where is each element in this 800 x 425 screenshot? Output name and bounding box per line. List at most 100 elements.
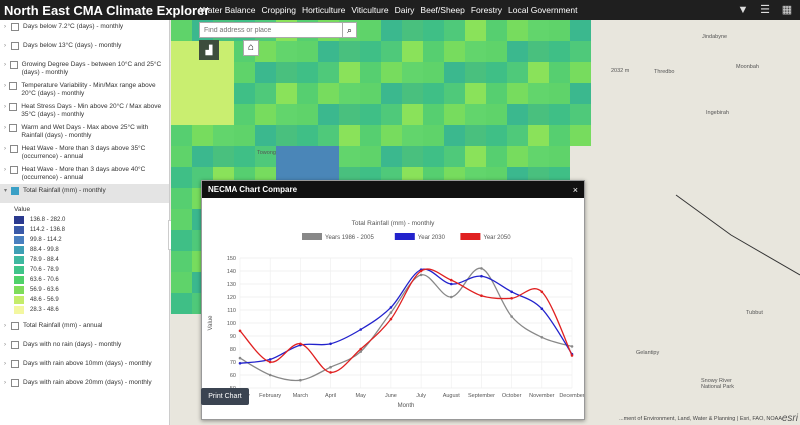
series-line-0 <box>239 267 573 382</box>
data-point[interactable] <box>480 274 483 278</box>
data-point[interactable] <box>540 336 544 339</box>
layer-item[interactable]: › Days below 7.2°C (days) - monthly <box>0 20 169 39</box>
legend-label: 88.4 - 99.8 <box>30 247 59 253</box>
chevron-right-icon[interactable]: › <box>4 43 6 49</box>
data-point[interactable] <box>268 358 272 361</box>
layer-item[interactable]: › Heat Stress Days - Min above 20°C / Max… <box>0 100 169 121</box>
search-input[interactable] <box>200 23 342 37</box>
layer-checkbox[interactable] <box>11 23 19 31</box>
series-line-2 <box>239 268 573 374</box>
layer-checkbox[interactable] <box>11 379 19 387</box>
chevron-right-icon[interactable]: › <box>4 62 6 68</box>
data-point[interactable] <box>268 373 272 377</box>
data-point[interactable] <box>299 342 302 346</box>
data-point[interactable] <box>329 365 332 369</box>
data-point[interactable] <box>449 295 453 299</box>
home-button[interactable]: ⌂ <box>243 40 259 56</box>
data-point[interactable] <box>540 290 544 294</box>
data-point[interactable] <box>510 315 513 318</box>
layer-checkbox[interactable] <box>9 166 18 174</box>
legend-item: 78.9 - 88.4 <box>0 255 169 265</box>
layer-item[interactable]: › Days below 13°C (days) - monthly <box>0 39 169 58</box>
data-point[interactable] <box>419 273 423 277</box>
layer-checkbox[interactable] <box>11 322 19 330</box>
layer-item-total-rainfall-monthly[interactable]: ▾ Total Rainfall (mm) - monthly <box>0 184 169 203</box>
chevron-right-icon[interactable]: › <box>4 380 6 386</box>
print-chart-button[interactable]: Print Chart <box>201 388 249 405</box>
data-point[interactable] <box>359 350 363 353</box>
data-point[interactable] <box>570 354 574 357</box>
map-raster-cell <box>318 104 339 125</box>
nav-item-viticulture[interactable]: Viticulture <box>351 5 389 15</box>
chart-tool-button[interactable]: ▟ <box>199 40 219 60</box>
layer-checkbox[interactable] <box>11 360 19 368</box>
search-button[interactable]: ⌕ <box>342 23 356 37</box>
chevron-right-icon[interactable]: › <box>4 146 6 152</box>
layer-checkbox[interactable] <box>11 187 19 195</box>
data-point[interactable] <box>329 371 332 374</box>
chevron-right-icon[interactable]: › <box>4 167 6 173</box>
nav-item-beef-sheep[interactable]: Beef/Sheep <box>420 5 465 15</box>
x-tick-label: July <box>416 393 426 399</box>
chevron-down-icon[interactable]: ▾ <box>4 188 8 194</box>
layer-item[interactable]: › Heat Wave - More than 3 days above 35°C… <box>0 142 169 163</box>
layer-item[interactable]: › Warm and Wet Days - Max above 25°C with… <box>0 121 169 142</box>
grid-icon[interactable]: ▦ <box>781 4 793 16</box>
data-point[interactable] <box>449 282 453 286</box>
nav-item-dairy[interactable]: Dairy <box>394 5 415 15</box>
chevron-right-icon[interactable]: › <box>4 342 6 348</box>
chevron-right-icon[interactable]: › <box>4 83 6 89</box>
layer-checkbox[interactable] <box>9 82 18 90</box>
nav-item-cropping[interactable]: Cropping <box>261 5 296 15</box>
nav-item-horticulture[interactable]: Horticulture <box>301 5 346 15</box>
data-point[interactable] <box>510 290 513 294</box>
data-point[interactable] <box>510 297 513 300</box>
layer-checkbox[interactable] <box>9 103 18 111</box>
data-point[interactable] <box>419 269 423 273</box>
layer-item[interactable]: › Heat Wave - More than 3 days above 40°C… <box>0 163 169 184</box>
layer-checkbox[interactable] <box>11 341 19 349</box>
chevron-right-icon[interactable]: › <box>4 24 6 30</box>
data-point[interactable] <box>389 311 393 314</box>
close-icon[interactable]: × <box>572 184 578 195</box>
data-point[interactable] <box>449 278 453 282</box>
chart-legend-label[interactable]: Year 2050 <box>483 235 511 241</box>
chevron-right-icon[interactable]: › <box>4 125 6 131</box>
layer-checkbox[interactable] <box>9 61 18 69</box>
map-raster-cell <box>402 83 423 104</box>
layer-item[interactable]: › Days with rain above 20mm (days) - mont… <box>0 376 169 395</box>
data-point[interactable] <box>359 328 363 331</box>
list-icon[interactable]: ☰ <box>760 4 770 16</box>
layer-item[interactable]: › Temperature Variability - Min/Max range… <box>0 79 169 100</box>
chevron-right-icon[interactable]: › <box>4 361 6 367</box>
chevron-right-icon[interactable]: › <box>4 323 6 329</box>
chevron-right-icon[interactable]: › <box>4 104 6 110</box>
data-point[interactable] <box>329 342 332 346</box>
data-point[interactable] <box>238 356 242 360</box>
layer-checkbox[interactable] <box>9 145 18 153</box>
chart-legend-label[interactable]: Years 1986 - 2005 <box>325 235 374 241</box>
layer-checkbox[interactable] <box>9 124 18 132</box>
data-point[interactable] <box>359 347 363 351</box>
data-point[interactable] <box>480 294 483 297</box>
data-point[interactable] <box>268 360 272 364</box>
data-point[interactable] <box>540 307 544 310</box>
nav-item-forestry[interactable]: Forestry <box>470 5 503 15</box>
nav-item-water-balance[interactable]: Water Balance <box>200 5 256 15</box>
layer-checkbox[interactable] <box>11 42 19 50</box>
filter-icon[interactable]: ▼ <box>737 4 749 16</box>
data-point[interactable] <box>389 317 393 321</box>
data-point[interactable] <box>480 267 483 270</box>
top-bar: North East CMA Climate Explorer Water Ba… <box>0 0 800 20</box>
data-point[interactable] <box>238 362 242 365</box>
data-point[interactable] <box>238 329 242 333</box>
layer-item[interactable]: › Growing Degree Days - between 10°C and … <box>0 58 169 79</box>
data-point[interactable] <box>389 306 393 309</box>
data-point[interactable] <box>570 345 574 348</box>
nav-item-local-government[interactable]: Local Government <box>508 5 578 15</box>
layer-item[interactable]: › Total Rainfall (mm) - annual <box>0 319 169 338</box>
data-point[interactable] <box>299 378 302 382</box>
chart-legend-label[interactable]: Year 2030 <box>418 235 446 241</box>
layer-item[interactable]: › Days with no rain (days) - monthly <box>0 338 169 357</box>
layer-item[interactable]: › Days with rain above 10mm (days) - mont… <box>0 357 169 376</box>
